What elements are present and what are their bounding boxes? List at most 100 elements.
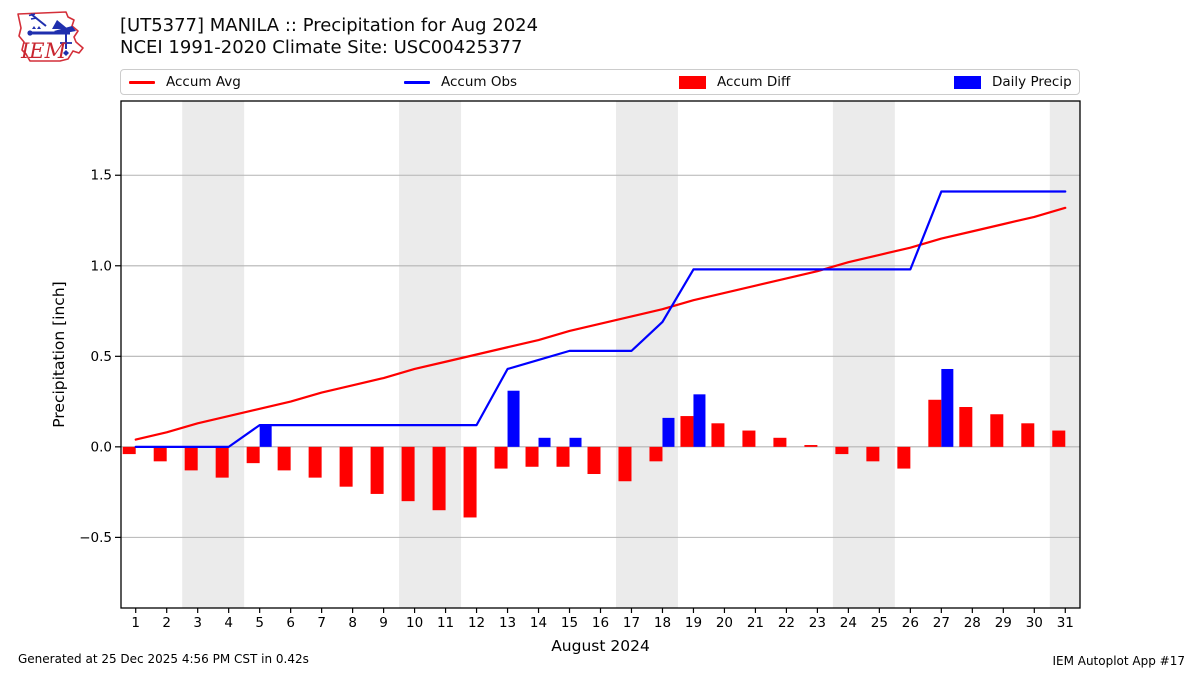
iowa-outline-icon xyxy=(17,11,84,62)
accum-diff-bar-day-22 xyxy=(773,437,787,447)
svg-text:1: 1 xyxy=(131,615,140,631)
title-line-1: [UT5377] MANILA :: Precipitation for Aug… xyxy=(120,15,539,36)
accum-diff-bar-day-7 xyxy=(308,446,322,478)
accum-diff-bar-day-10 xyxy=(401,446,415,502)
accum-diff-bar-swatch-icon xyxy=(679,75,706,89)
legend-label: Accum Obs xyxy=(441,74,518,90)
legend-label: Daily Precip xyxy=(992,74,1072,90)
title-line-2: NCEI 1991-2020 Climate Site: USC00425377 xyxy=(120,37,523,58)
daily-precip-bar-day-19 xyxy=(693,394,706,447)
accum-avg-line-swatch-icon xyxy=(129,80,155,84)
svg-text:20: 20 xyxy=(716,615,733,631)
svg-text:9: 9 xyxy=(379,615,388,631)
accum-diff-bar-day-20 xyxy=(711,423,725,447)
logo-text: IEM xyxy=(20,39,67,63)
accum-diff-bar-day-19 xyxy=(680,416,694,447)
daily-precip-bar-day-14 xyxy=(538,437,551,447)
svg-text:12: 12 xyxy=(468,615,485,631)
accum-diff-bar-day-29 xyxy=(990,414,1004,447)
svg-text:7: 7 xyxy=(317,615,326,631)
accum-obs-line xyxy=(134,190,1067,448)
legend-label: Accum Diff xyxy=(717,74,791,90)
accum-diff-bar-day-4 xyxy=(215,446,229,478)
accum-diff-bar-day-11 xyxy=(432,446,446,511)
legend-item-accum-avg: Accum Avg xyxy=(129,70,241,94)
svg-text:−0.5: −0.5 xyxy=(79,530,112,546)
daily-precip-bar-day-18 xyxy=(662,417,675,447)
accum-diff-bar-day-27 xyxy=(928,399,942,447)
accum-diff-bar-day-30 xyxy=(1021,423,1035,447)
svg-text:29: 29 xyxy=(995,615,1012,631)
accum-diff-bar-day-13 xyxy=(494,446,508,469)
accum-diff-bar-day-5 xyxy=(246,446,260,464)
accum-diff-bar-day-12 xyxy=(463,446,477,518)
svg-text:2: 2 xyxy=(162,615,171,631)
legend-item-accum-diff: Accum Diff xyxy=(679,70,790,94)
svg-text:1.0: 1.0 xyxy=(91,258,112,274)
accum-avg-line xyxy=(134,206,1067,441)
legend-item-daily-precip: Daily Precip xyxy=(954,70,1072,94)
generated-timestamp: Generated at 25 Dec 2025 4:56 PM CST in … xyxy=(18,652,309,666)
accum-diff-bar-day-23 xyxy=(804,445,818,447)
accum-diff-bar-day-9 xyxy=(370,446,384,494)
accum-diff-bar-day-18 xyxy=(649,446,663,462)
accum-diff-bar-day-3 xyxy=(184,446,198,471)
svg-text:3: 3 xyxy=(193,615,202,631)
accum-diff-bars xyxy=(122,399,1066,518)
app-credit: IEM Autoplot App #17 xyxy=(1052,654,1185,668)
svg-text:0.0: 0.0 xyxy=(91,439,112,455)
accum-diff-bar-day-31 xyxy=(1052,430,1066,447)
y-axis: −0.5 0.0 0.5 1.0 1.5 Precipitation [inch] xyxy=(50,168,121,546)
x-axis-label: August 2024 xyxy=(551,637,650,655)
accum-diff-bar-day-6 xyxy=(277,446,291,471)
x-axis: 1 2 3 4 5 6 7 8 9 10 11 12 13 14 15 16 17 18 19 20 21 22 23 24 2… xyxy=(131,608,1074,655)
svg-text:8: 8 xyxy=(348,615,357,631)
svg-text:15: 15 xyxy=(561,615,578,631)
accum-diff-bar-day-24 xyxy=(835,446,849,455)
svg-text:26: 26 xyxy=(902,615,919,631)
accum-diff-bar-day-21 xyxy=(742,430,756,447)
accum-diff-bar-day-2 xyxy=(153,446,167,462)
accum-diff-bar-day-16 xyxy=(587,446,601,475)
svg-text:24: 24 xyxy=(840,615,857,631)
svg-text:6: 6 xyxy=(286,615,295,631)
svg-text:1.5: 1.5 xyxy=(91,168,112,184)
svg-text:25: 25 xyxy=(871,615,888,631)
svg-text:19: 19 xyxy=(685,615,702,631)
svg-text:31: 31 xyxy=(1057,615,1074,631)
svg-text:28: 28 xyxy=(964,615,981,631)
svg-text:23: 23 xyxy=(809,615,826,631)
accum-obs-line-swatch-icon xyxy=(404,80,430,84)
svg-text:10: 10 xyxy=(406,615,423,631)
svg-text:0.5: 0.5 xyxy=(91,349,112,365)
daily-precip-bars xyxy=(259,368,954,447)
daily-precip-bar-day-5 xyxy=(259,425,272,447)
page-title: [UT5377] MANILA :: Precipitation for Aug… xyxy=(120,15,538,59)
svg-text:22: 22 xyxy=(778,615,795,631)
legend-item-accum-obs: Accum Obs xyxy=(404,70,517,94)
daily-precip-bar-day-15 xyxy=(569,437,582,447)
accum-diff-bar-day-25 xyxy=(866,446,880,462)
svg-text:4: 4 xyxy=(224,615,233,631)
daily-precip-bar-day-27 xyxy=(941,368,954,447)
legend-label: Accum Avg xyxy=(166,74,241,90)
svg-text:16: 16 xyxy=(592,615,609,631)
svg-text:11: 11 xyxy=(437,615,454,631)
chart-legend: Accum Avg Accum Obs Accum Diff Daily Pre… xyxy=(120,69,1080,95)
plot-border xyxy=(120,100,1081,609)
accum-diff-bar-day-15 xyxy=(556,446,570,467)
gridlines xyxy=(121,174,1080,538)
daily-precip-bar-swatch-icon xyxy=(954,75,981,89)
daily-precip-bar-day-13 xyxy=(507,390,520,447)
accum-diff-bar-day-28 xyxy=(959,407,973,447)
svg-text:30: 30 xyxy=(1026,615,1043,631)
accum-diff-bar-day-26 xyxy=(897,446,911,469)
svg-text:21: 21 xyxy=(747,615,764,631)
accum-diff-bar-day-14 xyxy=(525,446,539,467)
accum-diff-bar-day-8 xyxy=(339,446,353,487)
weekend-bands xyxy=(182,101,1080,608)
svg-text:18: 18 xyxy=(654,615,671,631)
svg-text:17: 17 xyxy=(623,615,640,631)
